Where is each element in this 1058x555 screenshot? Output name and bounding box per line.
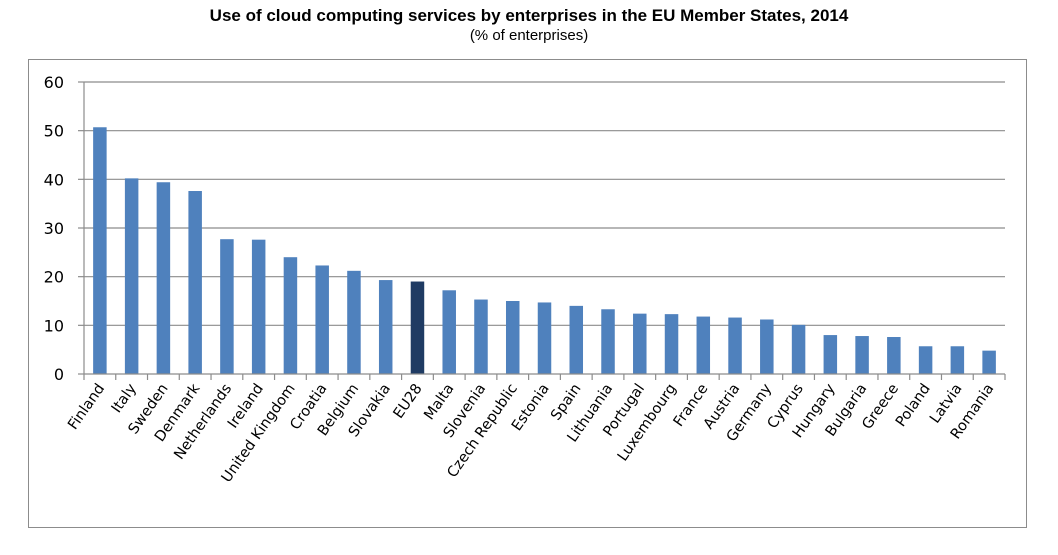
y-tick-label: 0	[54, 365, 64, 384]
y-tick-label: 60	[44, 73, 64, 92]
bar	[791, 324, 806, 374]
bar	[93, 127, 107, 374]
x-tick-labels: Finland ItalySwedenDenmarkNetherlandsIrel…	[65, 381, 997, 486]
bars	[93, 127, 996, 374]
bar	[696, 316, 711, 374]
bar	[474, 299, 488, 374]
bar	[855, 336, 869, 374]
bar	[315, 265, 329, 374]
y-tick-label: 40	[44, 170, 64, 189]
bar	[664, 314, 679, 374]
bar	[537, 302, 552, 374]
bar	[569, 305, 584, 374]
bar	[728, 317, 742, 374]
x-tick-label: Finland	[65, 381, 108, 433]
bar	[823, 335, 838, 374]
bar	[601, 309, 615, 374]
bar-eu28	[410, 281, 425, 374]
axes	[78, 81, 1006, 380]
y-tick-label: 30	[44, 219, 64, 238]
bar	[251, 239, 266, 374]
bar	[633, 313, 647, 374]
bar	[442, 290, 456, 374]
chart-title: Use of cloud computing services by enter…	[209, 6, 849, 25]
bar	[760, 319, 774, 374]
y-tick-label: 20	[44, 268, 64, 287]
bar	[918, 346, 933, 374]
bar	[982, 350, 996, 374]
chart-subtitle: (% of enterprises)	[469, 27, 589, 44]
bar	[378, 280, 393, 374]
bar	[220, 239, 234, 374]
bar	[887, 337, 901, 374]
chart-frame	[28, 59, 1027, 528]
x-tick-label: EU28	[391, 381, 426, 421]
bar	[124, 178, 139, 374]
bar	[283, 257, 298, 374]
x-tick-label: Italy	[109, 381, 140, 416]
bar	[347, 270, 361, 374]
bar	[156, 182, 171, 374]
bar	[188, 191, 202, 374]
y-tick-labels: 0 10 20 30 40 50 60	[44, 73, 64, 384]
bar	[950, 346, 965, 374]
y-tick-label: 10	[44, 316, 64, 335]
bar	[505, 301, 520, 374]
y-tick-label: 50	[44, 122, 64, 141]
